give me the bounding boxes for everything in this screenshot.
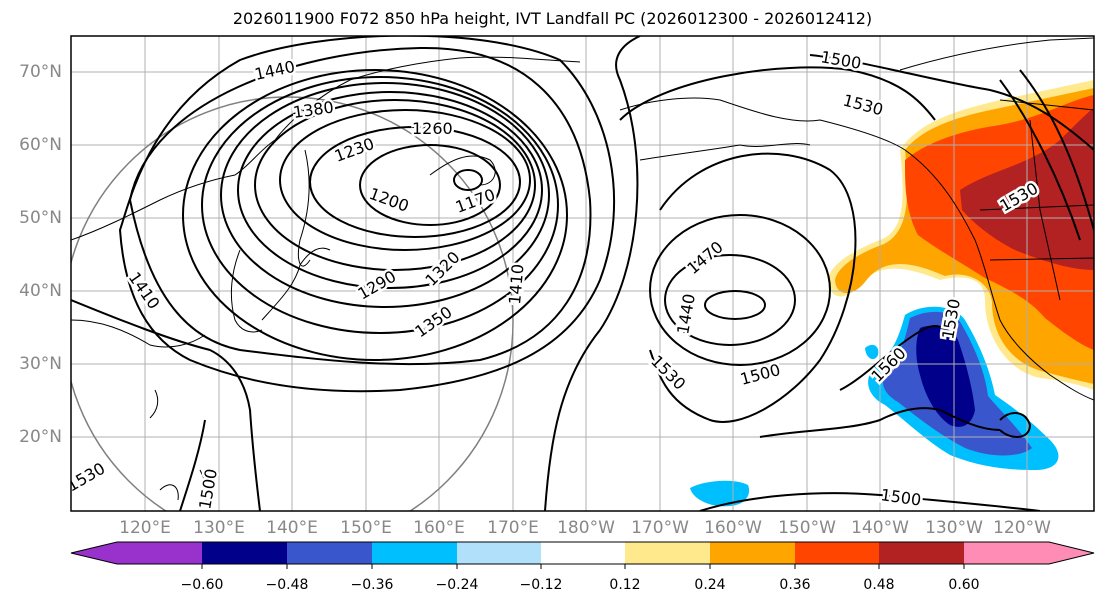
latitude-label: 20°N — [19, 427, 62, 447]
longitude-label: 180°W — [557, 518, 615, 538]
coastlines — [71, 37, 1094, 506]
latitude-label: 30°N — [19, 354, 62, 374]
colorbar-tick-label: −0.24 — [435, 577, 479, 593]
longitude-label: 150°W — [778, 518, 836, 538]
contour-label: 1290 — [355, 267, 400, 304]
longitude-label: 120°W — [993, 518, 1051, 538]
colorbar-tick-label: 0.60 — [948, 577, 980, 593]
colorbar-extend-low — [71, 542, 117, 564]
longitude-label: 160°E — [413, 518, 465, 538]
latitude-label: 60°N — [19, 135, 62, 155]
latitude-label: 50°N — [19, 208, 62, 228]
contour-label: 1380 — [292, 97, 335, 121]
map-title: 2026011900 F072 850 hPa height, IVT Land… — [232, 9, 873, 28]
colorbar-tick-label: −0.12 — [519, 577, 563, 593]
colorbar-tick-label: 0.24 — [694, 577, 726, 593]
colorbar-tick-label: −0.48 — [265, 577, 309, 593]
contour-label: 1500 — [819, 47, 862, 73]
longitude-label: 170°E — [487, 518, 539, 538]
contour-label: 1440 — [253, 57, 297, 84]
colorbar-tick-label: 0.36 — [779, 577, 811, 593]
longitude-label: 140°W — [851, 518, 909, 538]
colorbar-tick-label: −0.60 — [180, 577, 224, 593]
contour-label: 1350 — [411, 302, 455, 341]
height-contours — [71, 36, 1094, 511]
longitude-label: 140°E — [266, 518, 318, 538]
latitude-label: 40°N — [19, 281, 62, 301]
longitude-label: 170°W — [631, 518, 689, 538]
longitude-label: 130°W — [925, 518, 983, 538]
contour-label: 1530 — [647, 351, 689, 393]
longitude-label: 130°E — [193, 518, 245, 538]
contour-label: 1410 — [505, 263, 527, 305]
contour-label: 1320 — [421, 248, 463, 290]
ivt-negative-shading — [690, 306, 1059, 507]
contour-label: 1500 — [879, 485, 922, 509]
colorbar-tick-label: 0.48 — [863, 577, 895, 593]
contour-label: 1500 — [195, 467, 221, 510]
contour-label: 1530 — [64, 459, 109, 496]
contour-label: 1170 — [453, 185, 498, 217]
contour-label: 1530 — [841, 91, 885, 120]
colorbar-extend-high — [1049, 542, 1094, 564]
colorbar — [70, 541, 1095, 569]
colorbar-tick-label: 0.12 — [609, 577, 641, 593]
contour-label: 1230 — [332, 134, 377, 166]
contour-label: 1260 — [412, 119, 453, 138]
region-circle — [71, 96, 514, 511]
contour-label: 1200 — [367, 184, 412, 216]
map-frame — [70, 35, 1095, 512]
longitude-label: 120°E — [119, 518, 171, 538]
longitude-label: 150°E — [340, 518, 392, 538]
colorbar-tick-label: −0.36 — [350, 577, 394, 593]
longitude-label: 160°W — [704, 518, 762, 538]
contour-label: 1470 — [683, 237, 726, 278]
contour-label: 1440 — [673, 292, 699, 335]
latitude-label: 70°N — [19, 62, 62, 82]
